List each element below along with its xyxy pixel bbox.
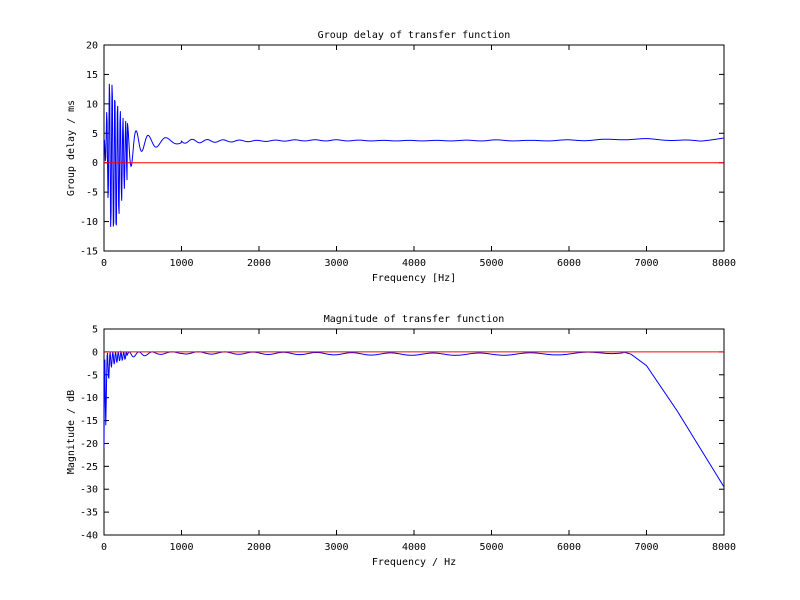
y-axis-label: Group delay / ms bbox=[66, 100, 77, 196]
y-tick-label: 5 bbox=[92, 129, 98, 140]
x-tick-label: 7000 bbox=[634, 258, 658, 269]
x-tick-label: 3000 bbox=[324, 542, 348, 553]
x-tick-label: 3000 bbox=[324, 258, 348, 269]
y-tick-label: -15 bbox=[80, 247, 98, 258]
x-tick-label: 5000 bbox=[479, 258, 503, 269]
x-tick-label: 7000 bbox=[634, 542, 658, 553]
x-tick-label: 1000 bbox=[169, 258, 193, 269]
y-tick-label: -20 bbox=[80, 439, 98, 450]
y-tick-label: 15 bbox=[86, 70, 98, 81]
y-tick-label: -5 bbox=[86, 370, 98, 381]
y-tick-label: 10 bbox=[86, 99, 98, 110]
data-series-line bbox=[104, 83, 724, 227]
y-axis-label: Magnitude / dB bbox=[66, 390, 77, 474]
y-tick-label: -10 bbox=[80, 217, 98, 228]
x-tick-label: 1000 bbox=[169, 542, 193, 553]
x-tick-label: 4000 bbox=[402, 542, 426, 553]
x-tick-label: 0 bbox=[101, 258, 107, 269]
plot-title: Magnitude of transfer function bbox=[324, 314, 505, 325]
x-tick-label: 6000 bbox=[557, 258, 581, 269]
y-tick-label: -35 bbox=[80, 508, 98, 519]
x-tick-label: 5000 bbox=[479, 542, 503, 553]
y-tick-label: -25 bbox=[80, 462, 98, 473]
y-tick-label: -30 bbox=[80, 485, 98, 496]
x-tick-label: 4000 bbox=[402, 258, 426, 269]
plot-title: Group delay of transfer function bbox=[318, 30, 511, 41]
y-tick-label: 5 bbox=[92, 325, 98, 336]
y-tick-label: -15 bbox=[80, 416, 98, 427]
data-series-line bbox=[104, 350, 724, 488]
y-tick-label: -10 bbox=[80, 393, 98, 404]
y-tick-label: 0 bbox=[92, 158, 98, 169]
magnitude-plot: 0 1000 2000 3000 4000 5000 6000 7000 8000 5 0 -5 -10… bbox=[66, 314, 736, 568]
y-tick-label: 0 bbox=[92, 347, 98, 358]
x-tick-label: 2000 bbox=[247, 542, 271, 553]
x-tick-label: 8000 bbox=[712, 542, 736, 553]
x-axis-label: Frequency [Hz] bbox=[372, 273, 456, 284]
group-delay-plot: 0 1000 2000 3000 4000 5000 6000 7000 8000 20 15 10 5… bbox=[66, 30, 736, 284]
x-tick-label: 6000 bbox=[557, 542, 581, 553]
x-tick-label: 2000 bbox=[247, 258, 271, 269]
y-tick-label: -5 bbox=[86, 188, 98, 199]
y-tick-label: -40 bbox=[80, 531, 98, 542]
y-tick-label: 20 bbox=[86, 41, 98, 52]
x-tick-label: 0 bbox=[101, 542, 107, 553]
x-axis-label: Frequency / Hz bbox=[372, 557, 456, 568]
x-tick-label: 8000 bbox=[712, 258, 736, 269]
